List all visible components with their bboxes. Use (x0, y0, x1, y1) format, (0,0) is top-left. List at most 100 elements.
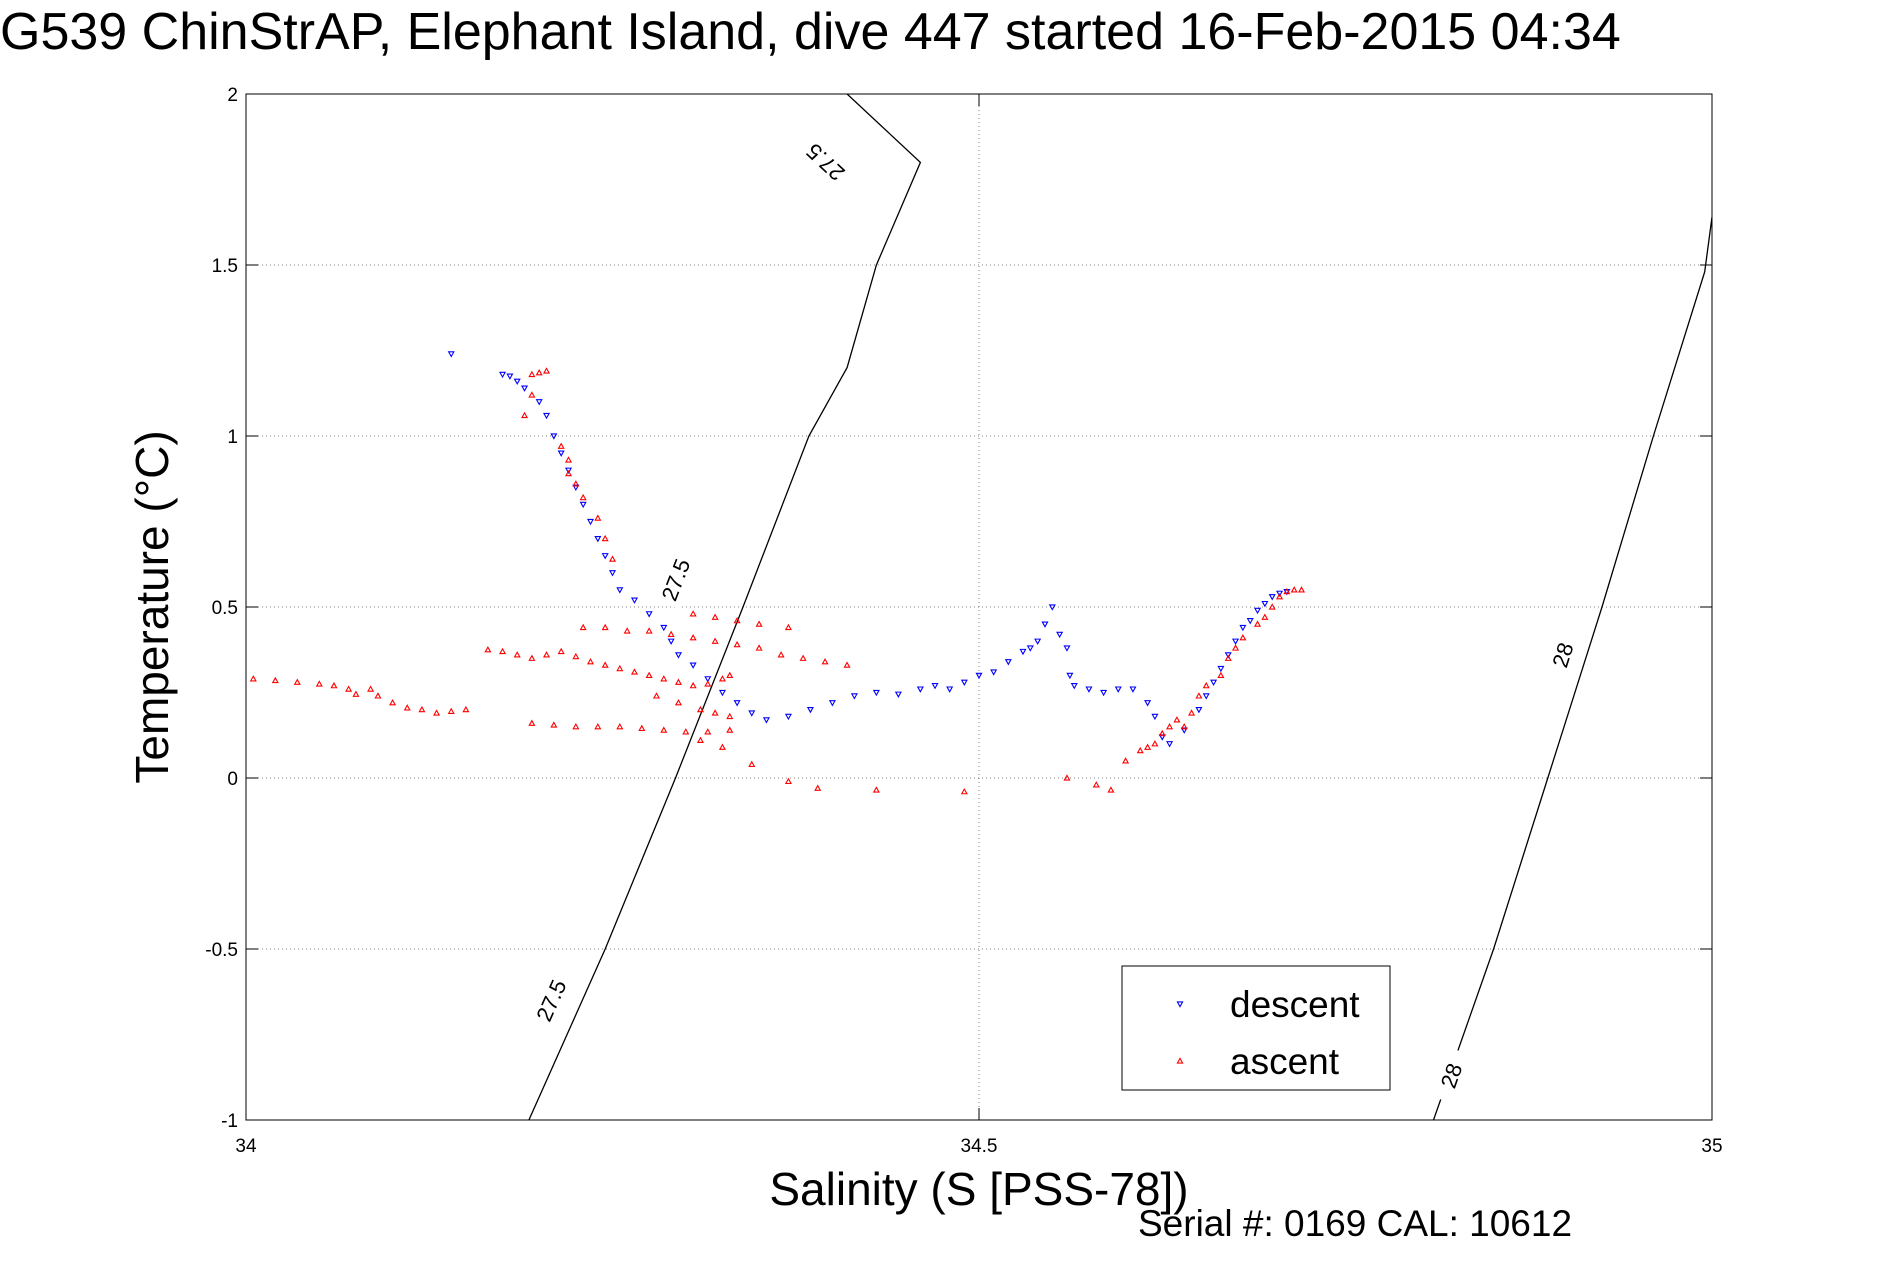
descent-point (916, 686, 924, 693)
descent-point (1275, 590, 1284, 598)
descent-point (975, 672, 983, 680)
ascent-point (726, 712, 734, 720)
descent-point (572, 484, 580, 492)
ascent-point (1224, 654, 1232, 661)
ascent-point (433, 709, 441, 716)
descent-point (828, 700, 836, 707)
contour-label-bg (528, 971, 574, 1030)
ascent-point (711, 613, 719, 620)
ascent-point (674, 699, 683, 706)
descent-point (667, 638, 675, 645)
ascent-point (1261, 613, 1269, 620)
ascent-point (814, 784, 822, 791)
density-contour-27.5 (528, 94, 922, 1120)
y-tick-label: -1 (221, 1111, 238, 1132)
descent-point (521, 385, 529, 392)
ascent-point (733, 640, 741, 648)
descent-point (872, 689, 880, 697)
descent-point (850, 693, 858, 700)
ascent-point (535, 368, 543, 376)
descent-point (535, 399, 543, 406)
contour-label-bg (797, 135, 853, 190)
descent-point (1261, 600, 1269, 608)
ascent-point (542, 651, 551, 658)
ascent-series (249, 367, 1306, 795)
descent-point (579, 501, 587, 509)
density-contours (528, 94, 1712, 1120)
descent-point (733, 700, 741, 707)
x-axis-label: Salinity (S [PSS-78]) (769, 1163, 1188, 1215)
ascent-point (1136, 746, 1144, 754)
ascent-point (528, 654, 536, 661)
ascent-point (843, 661, 851, 668)
ascent-point (682, 728, 690, 735)
ascent-point (572, 480, 580, 487)
ascent-point (572, 652, 580, 660)
ascent-point (872, 786, 880, 793)
ascent-point (660, 675, 668, 682)
descent-point (1254, 607, 1262, 615)
ascent-point (660, 726, 668, 733)
ascent-point (674, 678, 683, 685)
descent-point (1158, 734, 1166, 741)
descent-point (1180, 727, 1188, 734)
legend-marker-descent (1176, 1001, 1184, 1008)
ascent-point (1254, 620, 1262, 627)
ascent-point (528, 370, 536, 378)
ascent-point (718, 675, 726, 682)
contour-label-bg (654, 550, 698, 609)
ascent-point (418, 705, 426, 713)
ascent-point (718, 743, 726, 750)
contour-label-bg (1542, 626, 1583, 684)
ascent-point (601, 661, 609, 668)
ascent-point (645, 627, 653, 634)
ascent-point (784, 777, 792, 785)
ascent-point (1283, 587, 1291, 595)
ascent-point (960, 787, 968, 795)
ascent-point (564, 456, 573, 463)
descent-point (1034, 638, 1042, 645)
ascent-point (550, 721, 558, 728)
y-axis-label: Temperature (°C) (126, 430, 178, 783)
ascent-point (755, 620, 763, 627)
ascent-point (528, 719, 536, 726)
descent-point (806, 706, 814, 714)
ascent-point (696, 736, 704, 744)
descent-point (1048, 604, 1056, 611)
descent-series (447, 351, 1291, 748)
descent-point (608, 570, 617, 577)
ascent-point (1180, 722, 1188, 730)
ascent-point (389, 699, 397, 706)
descent-point (1202, 693, 1210, 700)
descent-point (1232, 638, 1240, 645)
ascent-point (367, 685, 375, 692)
ascent-point (557, 647, 565, 655)
ascent-point (1195, 692, 1203, 699)
ascent-point (689, 610, 697, 617)
legend-label-ascent: ascent (1230, 1041, 1340, 1082)
ascent-point (821, 657, 829, 665)
descent-point (616, 587, 624, 594)
ascent-point (513, 651, 521, 658)
descent-point (748, 710, 756, 717)
ascent-point (271, 676, 279, 684)
ascent-point (1063, 774, 1071, 781)
descent-point (542, 412, 551, 420)
descent-point (630, 597, 639, 604)
y-tick-label: 0.5 (212, 598, 238, 619)
ascent-point (1173, 716, 1181, 723)
ascent-point (293, 678, 301, 685)
descent-point (1210, 679, 1218, 686)
descent-point (1129, 686, 1137, 693)
ascent-point (623, 627, 631, 634)
ascent-point (704, 680, 712, 687)
descent-point (1004, 659, 1012, 666)
descent-point (1085, 686, 1093, 693)
descent-point (557, 450, 565, 457)
descent-point (689, 662, 697, 669)
ascent-point (521, 411, 529, 419)
descent-point (931, 683, 939, 690)
ascent-point (1151, 740, 1159, 747)
descent-point (1114, 686, 1122, 693)
